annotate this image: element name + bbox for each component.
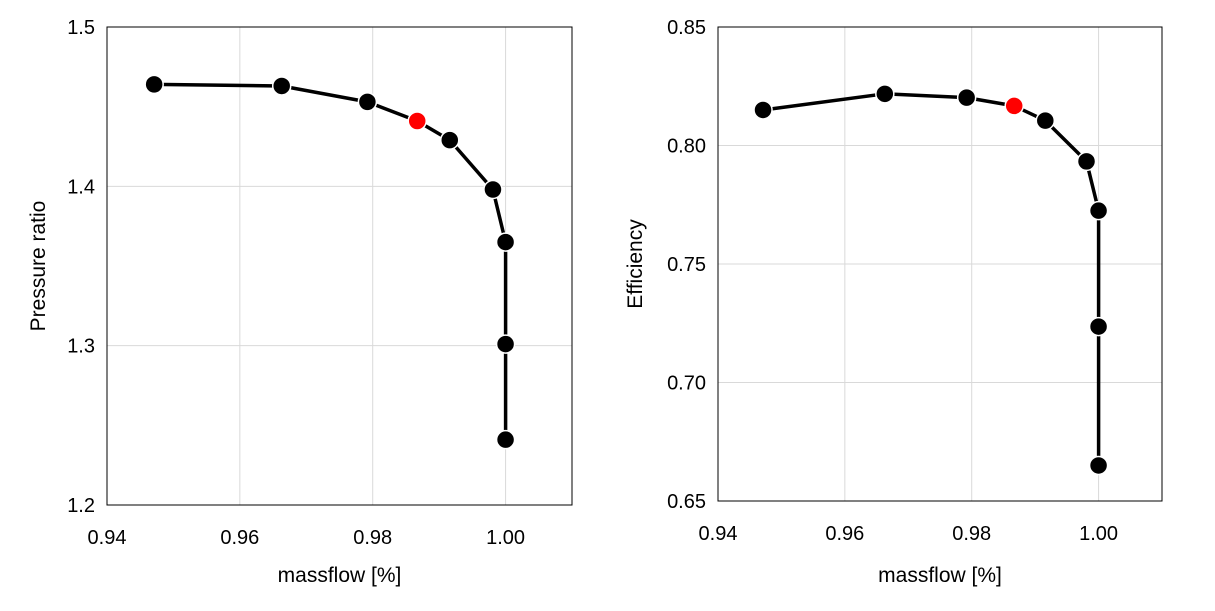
data-point — [1088, 455, 1109, 476]
x-tick-label: 0.98 — [952, 523, 991, 545]
x-axis-title: massflow [%] — [878, 564, 1002, 587]
data-point — [1088, 316, 1109, 337]
data-point — [357, 92, 378, 112]
data-point — [956, 87, 977, 108]
x-tick-label: 0.98 — [353, 527, 392, 549]
x-tick-label: 0.96 — [220, 527, 259, 549]
x-tick-label: 0.94 — [88, 527, 127, 549]
y-tick-label: 0.75 — [667, 254, 706, 276]
x-tick-label: 0.94 — [699, 523, 738, 545]
data-point — [495, 334, 516, 354]
data-point — [271, 76, 292, 96]
data-point — [483, 179, 503, 200]
chart-1: 0.94 0.96 0.98 1.00 1.2 1.3 1.4 1.5 massflow [%]… — [27, 17, 573, 587]
x-axis-title: massflow [%] — [278, 564, 402, 587]
y-axis-title: Pressure ratio — [27, 201, 50, 332]
y-tick-label: 0.85 — [667, 17, 706, 39]
y-tick-label: 0.65 — [667, 491, 706, 513]
highlighted-point — [407, 111, 427, 131]
data-point — [495, 232, 516, 252]
data-point — [144, 74, 164, 95]
data-point — [1035, 110, 1056, 131]
data-point — [1088, 200, 1109, 221]
x-tick-label: 1.00 — [486, 527, 525, 549]
data-point — [495, 429, 516, 450]
highlighted-point — [1004, 96, 1024, 116]
y-tick-label: 0.80 — [667, 136, 706, 158]
chart-2: 0.94 0.96 0.98 1.00 0.65 0.70 0.75 0.80 0.85 mass… — [624, 17, 1163, 587]
y-tick-label: 1.4 — [67, 176, 95, 198]
series-line — [761, 92, 1101, 468]
data-point — [440, 130, 460, 150]
x-tick-label: 1.00 — [1079, 523, 1118, 545]
data-point — [753, 100, 773, 120]
y-axis-title: Efficiency — [624, 219, 647, 309]
data-point — [1076, 151, 1097, 172]
y-tick-label: 1.3 — [67, 336, 95, 358]
x-tick-label: 0.96 — [825, 523, 864, 545]
y-tick-label: 0.70 — [667, 373, 706, 395]
y-tick-label: 1.5 — [67, 17, 95, 39]
data-point — [875, 84, 895, 104]
y-tick-label: 1.2 — [67, 495, 95, 517]
plot-frame — [717, 26, 1163, 502]
plot-frame — [106, 26, 573, 506]
